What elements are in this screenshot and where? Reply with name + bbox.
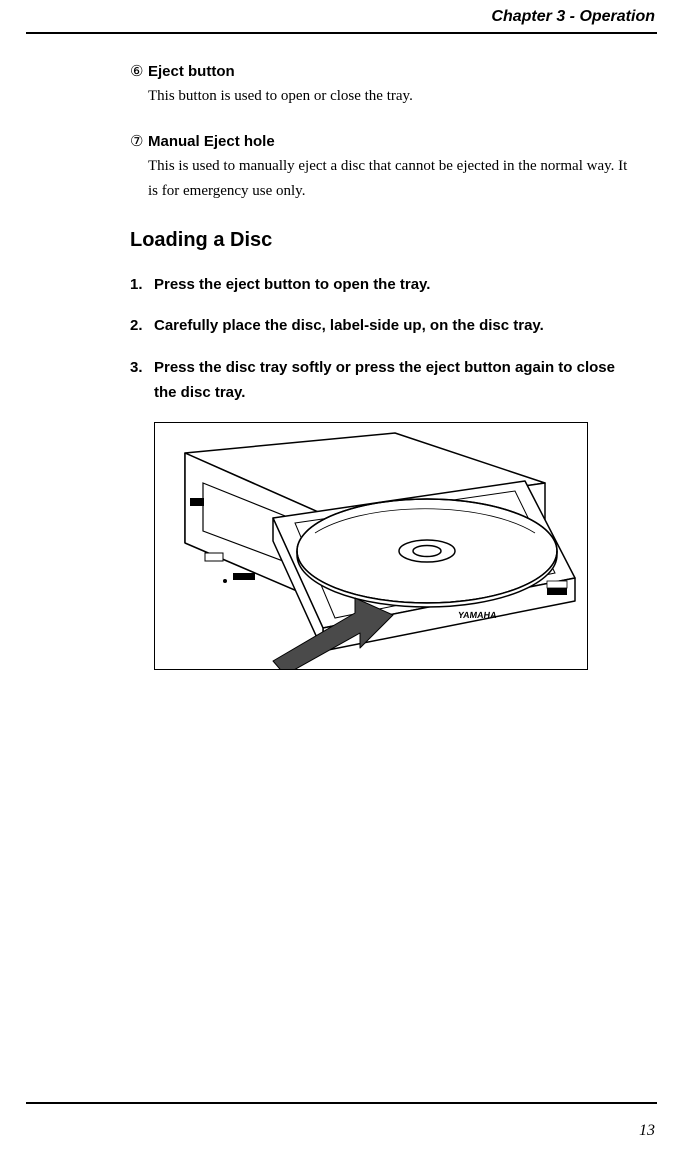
- definition-head: ⑥ Eject button: [130, 62, 638, 80]
- step-item: 2. Carefully place the disc, label-side …: [130, 313, 638, 339]
- step-item: 3. Press the disc tray softly or press t…: [130, 355, 638, 406]
- figure-disc-drive: YAMAHA: [154, 422, 588, 670]
- item-marker: ⑥: [130, 62, 148, 80]
- footer-rule: [26, 1102, 657, 1104]
- definition-item: ⑥ Eject button This button is used to op…: [130, 62, 638, 110]
- item-title: Manual Eject hole: [148, 133, 275, 150]
- disc-drive-illustration: YAMAHA: [155, 423, 587, 669]
- step-text: Carefully place the disc, label-side up,…: [154, 313, 638, 339]
- item-description: This is used to manually eject a disc th…: [148, 154, 638, 205]
- content-area: ⑥ Eject button This button is used to op…: [0, 34, 683, 670]
- item-marker: ⑦: [130, 132, 148, 150]
- section-heading: Loading a Disc: [130, 229, 638, 252]
- brand-label: YAMAHA: [457, 610, 497, 620]
- step-number: 1.: [130, 272, 154, 298]
- definition-item: ⑦ Manual Eject hole This is used to manu…: [130, 132, 638, 205]
- page-number: 13: [639, 1122, 655, 1140]
- step-item: 1. Press the eject button to open the tr…: [130, 272, 638, 298]
- step-number: 2.: [130, 313, 154, 339]
- item-title: Eject button: [148, 63, 235, 80]
- step-text: Press the disc tray softly or press the …: [154, 355, 638, 406]
- page-header: Chapter 3 - Operation: [0, 0, 683, 30]
- step-text: Press the eject button to open the tray.: [154, 272, 638, 298]
- step-number: 3.: [130, 355, 154, 406]
- chapter-title: Chapter 3 - Operation: [491, 8, 655, 25]
- definition-head: ⑦ Manual Eject hole: [130, 132, 638, 150]
- item-description: This button is used to open or close the…: [148, 84, 638, 110]
- page: Chapter 3 - Operation ⑥ Eject button Thi…: [0, 0, 683, 1150]
